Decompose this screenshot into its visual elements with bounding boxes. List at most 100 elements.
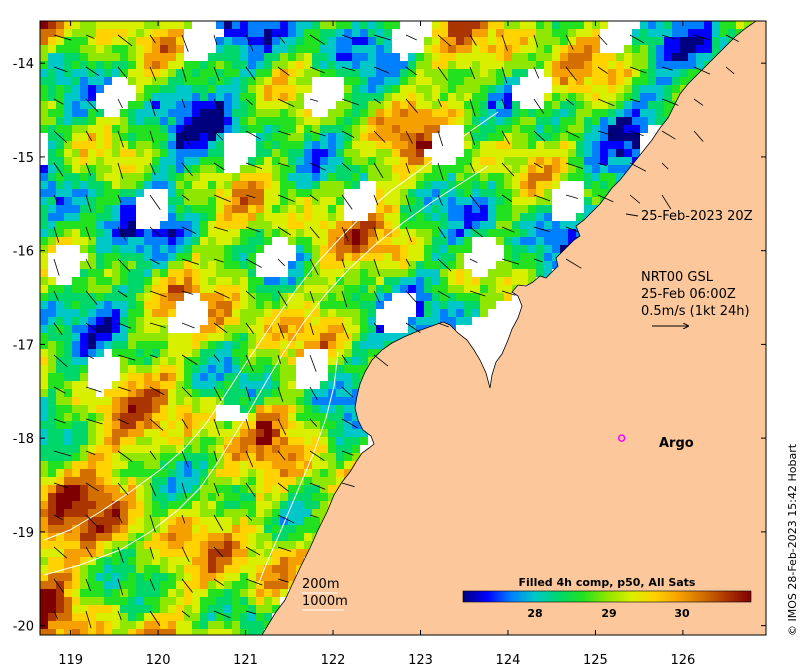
sst-cell — [384, 29, 392, 37]
sst-cell — [120, 565, 128, 573]
sst-cell — [128, 429, 136, 437]
sst-cell — [40, 381, 48, 389]
current-vector — [117, 130, 124, 148]
sst-cell — [240, 221, 248, 229]
sst-cell — [128, 309, 136, 317]
sst-cell — [392, 157, 400, 165]
sst-cell — [56, 557, 64, 565]
current-vector — [469, 34, 477, 46]
sst-cell — [280, 333, 288, 341]
sst-cell — [304, 181, 312, 189]
sst-cell — [120, 453, 128, 461]
sst-cell — [456, 69, 464, 77]
sst-cell — [384, 229, 392, 237]
sst-cell — [184, 221, 192, 229]
sst-cell — [536, 189, 544, 197]
sst-cell — [464, 221, 472, 229]
current-vector — [373, 162, 384, 179]
sst-cell — [528, 133, 536, 141]
sst-cell — [600, 117, 608, 125]
sst-cell — [176, 533, 184, 541]
x-tick-label: 124 — [496, 653, 521, 668]
sst-cell — [96, 421, 104, 429]
current-vector — [213, 162, 225, 171]
sst-cell — [200, 445, 208, 453]
sst-cell — [688, 69, 696, 77]
sst-cell — [48, 349, 56, 357]
sst-cell — [96, 317, 104, 325]
sst-cell — [504, 173, 512, 181]
sst-cell — [104, 181, 112, 189]
sst-cell — [432, 101, 440, 109]
sst-cell — [544, 269, 552, 277]
sst-cell — [72, 533, 80, 541]
sst-cell — [216, 357, 224, 365]
sst-cell — [80, 149, 88, 157]
sst-cell — [448, 165, 456, 173]
sst-cell — [224, 181, 232, 189]
y-tick-label: -16 — [13, 245, 34, 260]
sst-cell — [200, 173, 208, 181]
sst-cell — [560, 37, 568, 45]
sst-cell — [240, 477, 248, 485]
current-vector — [661, 34, 676, 40]
sst-cell — [88, 573, 96, 581]
sst-cell — [216, 197, 224, 205]
sst-cell — [96, 141, 104, 149]
sst-cell — [168, 613, 176, 621]
sst-cell — [40, 189, 48, 197]
sst-cell — [472, 309, 480, 317]
sst-cell — [104, 213, 112, 221]
sst-cell — [216, 221, 224, 229]
sst-cell — [232, 621, 240, 629]
sst-cell — [304, 525, 312, 533]
sst-cell — [216, 525, 224, 533]
sst-cell — [160, 357, 168, 365]
sst-cell — [88, 437, 96, 445]
sst-cell — [504, 101, 512, 109]
sst-cell — [168, 229, 176, 237]
sst-cell — [280, 549, 288, 557]
sst-cell — [344, 93, 352, 101]
sst-cell — [48, 469, 56, 477]
sst-cell — [200, 149, 208, 157]
sst-cell — [440, 77, 448, 85]
sst-cell — [128, 453, 136, 461]
sst-cell — [464, 77, 472, 85]
sst-cell — [432, 261, 440, 269]
sst-cell — [248, 389, 256, 397]
sst-cell — [160, 309, 168, 317]
sst-cell — [56, 501, 64, 509]
current-vector — [661, 66, 673, 71]
sst-cell — [104, 605, 112, 613]
current-vector — [149, 610, 161, 627]
sst-cell — [216, 93, 224, 101]
current-vector — [341, 322, 349, 339]
sst-cell — [448, 285, 456, 293]
sst-cell — [200, 357, 208, 365]
sst-cell — [272, 45, 280, 53]
sst-cell — [120, 61, 128, 69]
sst-cell — [440, 221, 448, 229]
sst-cell — [160, 29, 168, 37]
sst-cell — [456, 229, 464, 237]
sst-cell — [224, 597, 232, 605]
sst-cell — [352, 101, 360, 109]
sst-cell — [216, 213, 224, 221]
sst-cell — [224, 589, 232, 597]
sst-cell — [480, 69, 488, 77]
sst-cell — [336, 389, 344, 397]
sst-cell — [480, 125, 488, 133]
sst-cell — [48, 333, 56, 341]
sst-cell — [552, 149, 560, 157]
sst-cell — [368, 269, 376, 277]
sst-cell — [352, 149, 360, 157]
sst-cell — [72, 429, 80, 437]
sst-cell — [448, 53, 456, 61]
sst-cell — [624, 61, 632, 69]
current-vector — [149, 130, 154, 143]
sst-cell — [152, 589, 160, 597]
sst-cell — [320, 133, 328, 141]
sst-cell — [568, 173, 576, 181]
sst-cell — [584, 141, 592, 149]
